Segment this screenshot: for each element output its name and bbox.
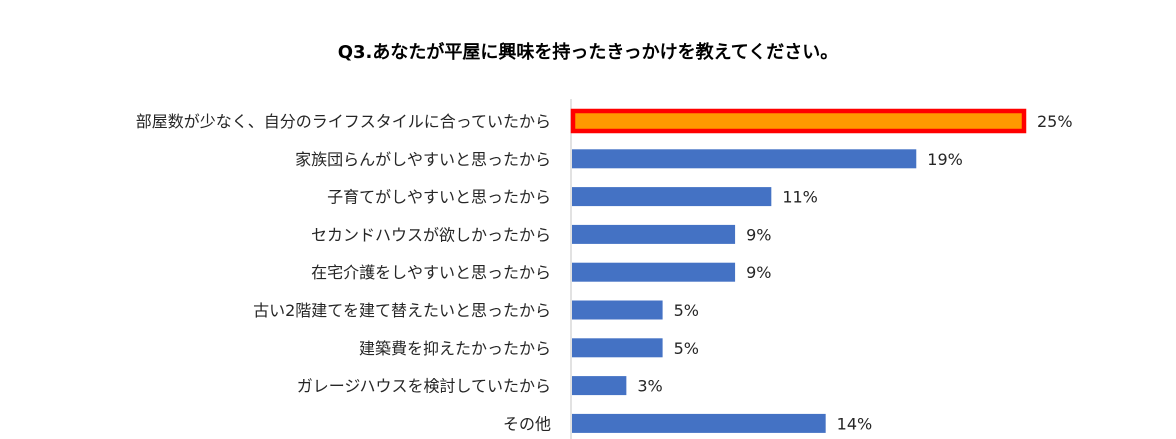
bar (572, 149, 917, 169)
bar (572, 376, 627, 396)
category-label: その他 (503, 414, 551, 433)
bar (572, 262, 736, 282)
bar (572, 187, 772, 207)
value-label: 5% (674, 301, 699, 320)
category-label: 建築費を抑えたかったから (359, 339, 551, 358)
category-label: ガレージハウスを検討していたから (297, 377, 551, 396)
value-label: 19% (927, 150, 963, 169)
value-label: 11% (782, 188, 818, 207)
bar (572, 413, 826, 433)
value-label: 14% (837, 414, 873, 433)
category-label: 部屋数が少なく、自分のライフスタイルに合っていたから (136, 112, 551, 131)
category-label: 家族団らんがしやすいと思ったから (295, 150, 551, 169)
category-label: セカンドハウスが欲しかったから (311, 225, 551, 244)
chart-title: Q3.あなたが平屋に興味を持ったきっかけを教えてください。 (337, 42, 839, 63)
value-label: 5% (674, 339, 699, 358)
bar-highlighted (570, 108, 1027, 134)
category-label: 在宅介護をしやすいと思ったから (311, 263, 551, 282)
bars-layer: 部屋数が少なく、自分のライフスタイルに合っていたから 25% 家族団らんがしやすいと… (136, 108, 1073, 433)
value-label: 25% (1037, 112, 1073, 131)
value-label: 9% (746, 263, 771, 282)
category-label: 子育てがしやすいと思ったから (327, 188, 551, 207)
bar (572, 224, 736, 244)
value-label: 9% (746, 225, 771, 244)
bar (572, 300, 663, 320)
bar (572, 338, 663, 358)
value-label: 3% (637, 377, 662, 396)
category-label: 古い2階建てを建て替えたいと思ったから (253, 301, 551, 320)
